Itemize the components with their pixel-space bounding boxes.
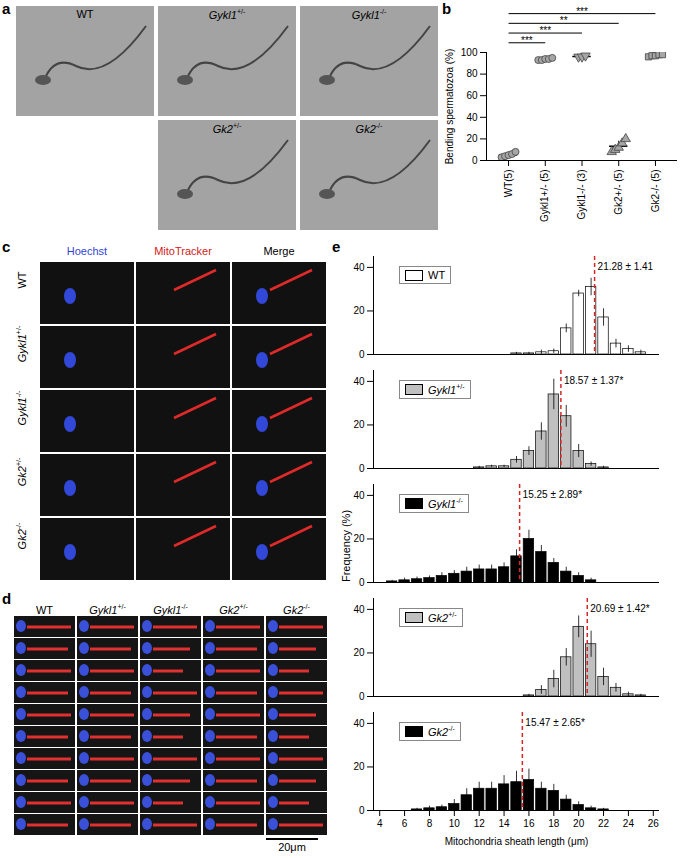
svg-text:40: 40 bbox=[353, 262, 365, 273]
svg-text:20: 20 bbox=[573, 818, 585, 829]
svg-text:Mitochondria sheath length (μm: Mitochondria sheath length (μm) bbox=[445, 836, 589, 847]
svg-text:18: 18 bbox=[548, 818, 560, 829]
html-text:WT: WT bbox=[428, 269, 446, 281]
svg-text:4: 4 bbox=[377, 818, 383, 829]
svg-text:0: 0 bbox=[359, 463, 365, 474]
svg-text:0: 0 bbox=[359, 805, 365, 816]
svg-text:20: 20 bbox=[353, 761, 365, 772]
html-text:Gk2-/-: Gk2-/- bbox=[428, 725, 455, 738]
html-text:Merge: Merge bbox=[263, 245, 295, 257]
html-text:Gykl1-/-: Gykl1-/- bbox=[428, 497, 463, 510]
html-text:d: d bbox=[2, 590, 12, 607]
html-text:Gykl1+/-: Gykl1+/- bbox=[208, 8, 246, 21]
svg-text:0: 0 bbox=[359, 349, 365, 360]
svg-text:12: 12 bbox=[474, 818, 486, 829]
svg-text:6: 6 bbox=[402, 818, 408, 829]
svg-text:80: 80 bbox=[466, 68, 478, 79]
html-text:Gk2+/-: Gk2+/- bbox=[219, 603, 248, 616]
svg-text:0: 0 bbox=[359, 691, 365, 702]
html-text:Gykl1: Gykl1 bbox=[16, 397, 28, 426]
svg-text:**: ** bbox=[560, 15, 568, 26]
html-text:Frequency (%): Frequency (%) bbox=[340, 509, 352, 583]
html-text:Gykl1+/-: Gykl1+/- bbox=[428, 383, 465, 396]
svg-text:Bending spermatozoa (%): Bending spermatozoa (%) bbox=[444, 49, 455, 165]
svg-text:40: 40 bbox=[466, 112, 478, 123]
html-text:Gykl1+/-: Gykl1+/- bbox=[89, 603, 126, 616]
html-text:a: a bbox=[2, 0, 11, 17]
html-text:Hoechst: Hoechst bbox=[66, 245, 108, 257]
svg-text:8: 8 bbox=[427, 818, 433, 829]
svg-text:22: 22 bbox=[598, 818, 610, 829]
svg-text:40: 40 bbox=[353, 490, 365, 501]
svg-text:15.47 ± 2.65*: 15.47 ± 2.65* bbox=[525, 717, 585, 728]
svg-text:24: 24 bbox=[623, 818, 635, 829]
html-text:WT: WT bbox=[76, 8, 94, 20]
html-text:20μm: 20μm bbox=[278, 841, 306, 853]
svg-text:21.28 ± 1.41: 21.28 ± 1.41 bbox=[598, 261, 654, 272]
html-text:c: c bbox=[2, 238, 11, 255]
svg-text:***: *** bbox=[539, 25, 551, 36]
html-text:Gk2: Gk2 bbox=[16, 529, 28, 550]
html-text:Gk2+/-: Gk2+/- bbox=[428, 611, 457, 624]
html-text:Gk2-/-: Gk2-/- bbox=[355, 122, 383, 135]
svg-text:20: 20 bbox=[466, 133, 478, 144]
svg-text:40: 40 bbox=[353, 718, 365, 729]
svg-text:0: 0 bbox=[472, 155, 478, 166]
html-text:Gykl1-/-: Gykl1-/- bbox=[153, 603, 188, 616]
html-text:MitoTracker: MitoTracker bbox=[154, 245, 212, 257]
html-text:b: b bbox=[442, 0, 452, 17]
html-text:Gykl1: Gykl1 bbox=[16, 334, 28, 363]
svg-text:40: 40 bbox=[353, 604, 365, 615]
svg-text:WT(5): WT(5) bbox=[503, 170, 514, 198]
svg-text:20: 20 bbox=[353, 305, 365, 316]
svg-text:***: *** bbox=[521, 35, 533, 46]
svg-text:10: 10 bbox=[449, 818, 461, 829]
svg-text:60: 60 bbox=[466, 90, 478, 101]
html-text:WT: WT bbox=[35, 604, 53, 616]
svg-text:15.25 ± 2.89*: 15.25 ± 2.89* bbox=[523, 489, 583, 500]
svg-text:Gykl1+/- (5): Gykl1+/- (5) bbox=[539, 170, 550, 223]
svg-text:100: 100 bbox=[461, 47, 478, 58]
svg-text:18.57 ± 1.37*: 18.57 ± 1.37* bbox=[564, 375, 624, 386]
svg-text:16: 16 bbox=[523, 818, 535, 829]
svg-text:***: *** bbox=[576, 6, 588, 17]
svg-text:20: 20 bbox=[353, 533, 365, 544]
svg-text:20: 20 bbox=[353, 419, 365, 430]
html-text:Gk2: Gk2 bbox=[16, 466, 28, 487]
html-text:Gk2-/-: Gk2-/- bbox=[283, 603, 310, 616]
svg-text:40: 40 bbox=[353, 376, 365, 387]
svg-text:0: 0 bbox=[359, 577, 365, 588]
html-text:Gykl1-/-: Gykl1-/- bbox=[351, 8, 387, 21]
html-text:WT: WT bbox=[16, 271, 28, 289]
svg-text:26: 26 bbox=[648, 818, 660, 829]
svg-text:20: 20 bbox=[353, 647, 365, 658]
svg-text:Gk2-/- (5): Gk2-/- (5) bbox=[650, 170, 661, 213]
svg-text:Gykl1-/- (3): Gykl1-/- (3) bbox=[576, 170, 587, 220]
html-text:Gk2+/-: Gk2+/- bbox=[212, 122, 242, 135]
svg-text:14: 14 bbox=[499, 818, 511, 829]
html-text:e: e bbox=[332, 238, 341, 255]
svg-text:Gk2+/- (5): Gk2+/- (5) bbox=[613, 170, 624, 215]
svg-text:20.69 ± 1.42*: 20.69 ± 1.42* bbox=[590, 603, 650, 614]
